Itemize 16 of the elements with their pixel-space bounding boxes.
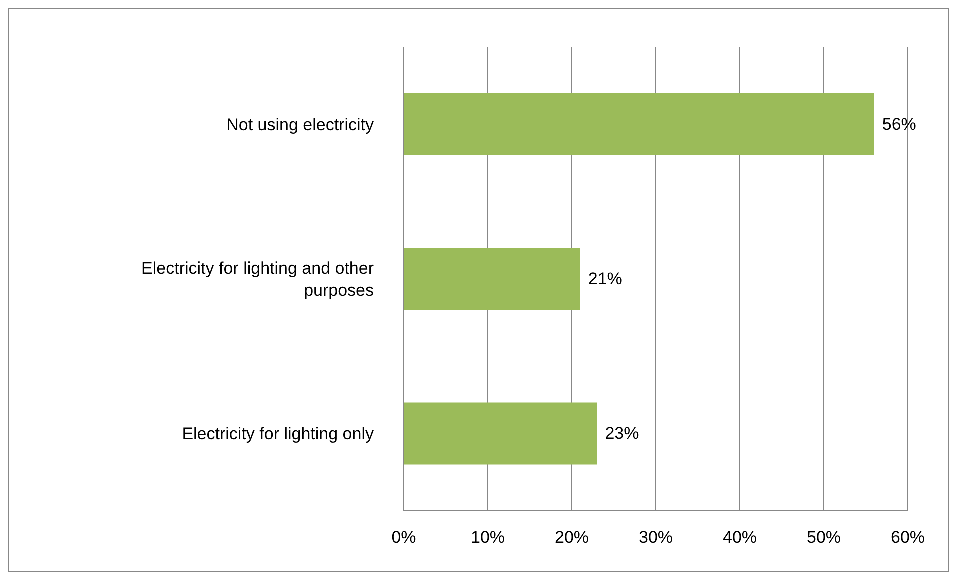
bar bbox=[404, 93, 874, 156]
x-tick-label: 60% bbox=[890, 528, 926, 548]
bar bbox=[404, 248, 580, 310]
bar bbox=[404, 402, 598, 465]
y-tick-label: Not using electricity bbox=[226, 114, 374, 134]
data-label: 23% bbox=[605, 424, 640, 444]
y-tick-label: Electricity for lighting only bbox=[182, 424, 374, 444]
x-tick-label: 10% bbox=[470, 528, 506, 548]
x-tick-label: 40% bbox=[722, 528, 758, 548]
x-tick-label: 0% bbox=[392, 528, 416, 548]
x-tick-label: 50% bbox=[806, 528, 842, 548]
y-tick-label: Electricity for lighting and other purposes bbox=[142, 258, 374, 300]
data-label: 56% bbox=[882, 114, 916, 134]
data-label: 21% bbox=[588, 270, 622, 289]
x-tick-label: 30% bbox=[638, 528, 674, 548]
x-tick-label: 20% bbox=[554, 528, 590, 548]
